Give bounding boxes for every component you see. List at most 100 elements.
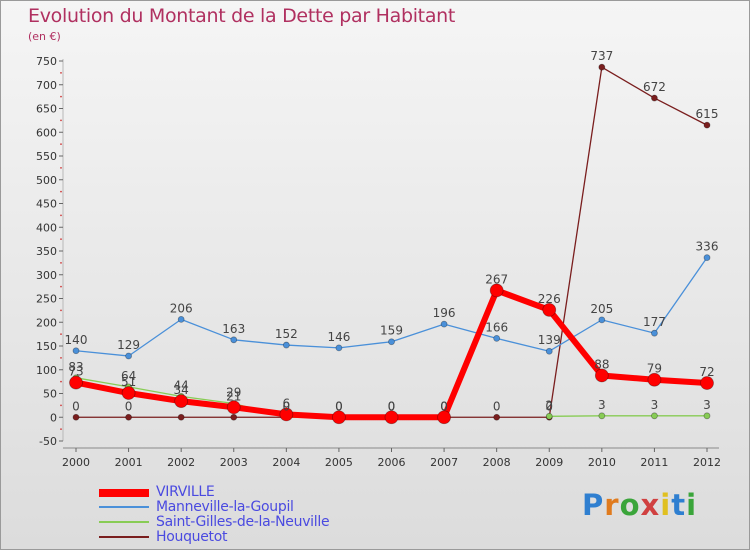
data-label-virville: 88 [594,357,609,371]
data-label-manneville-la-goupil: 177 [643,315,666,329]
x-tick-label: 2002 [167,456,195,469]
legend-label-virville: VIRVILLE [156,484,215,500]
data-label-saint-gilles-de-la-neuville: 44 [174,378,189,392]
data-point-manneville-la-goupil [493,334,501,342]
y-minor-tick [60,190,62,193]
data-point-virville [542,302,557,317]
data-label-saint-gilles-de-la-neuville: 2 [545,398,553,412]
y-minor-tick [60,238,62,241]
y-minor-tick [60,261,62,264]
x-tick-label: 2007 [430,456,458,469]
x-tick-label: 2005 [325,456,353,469]
data-point-saint-gilles-de-la-neuville [651,412,658,420]
data-label-manneville-la-goupil: 205 [590,302,613,316]
data-point-virville [69,375,83,390]
data-label-saint-gilles-de-la-neuville: 3 [598,398,606,412]
logo-letter: o [619,488,641,522]
data-point-manneville-la-goupil [230,336,238,344]
y-tick-label: 50 [43,388,57,401]
data-label-saint-gilles-de-la-neuville: 64 [121,369,136,383]
data-point-manneville-la-goupil [440,320,448,328]
data-label-saint-gilles-de-la-neuville: 3 [651,398,659,412]
data-point-houquetot [651,94,658,102]
y-minor-tick [60,404,62,407]
y-tick-label: 600 [36,126,57,139]
data-point-virville [594,368,609,383]
data-label-virville: 72 [699,365,714,379]
data-label-manneville-la-goupil: 159 [380,324,403,338]
data-point-virville [437,410,451,425]
data-point-houquetot [598,63,606,71]
legend-swatch-manneville [99,506,149,508]
data-label-virville: 21 [226,389,241,403]
data-label-manneville-la-goupil: 146 [327,330,350,344]
data-point-manneville-la-goupil [282,341,290,349]
x-tick-label: 2008 [483,456,511,469]
data-label-manneville-la-goupil: 163 [222,322,245,336]
series-line-houquetot [75,66,708,418]
data-point-virville [647,372,662,387]
y-minor-tick [60,333,62,336]
data-label-virville: 0 [388,399,396,413]
y-minor-tick [60,119,62,122]
data-label-virville: 6 [283,396,291,410]
data-point-manneville-la-goupil [703,254,711,262]
data-point-houquetot [125,413,132,421]
data-point-manneville-la-goupil [177,315,185,323]
data-label-virville: 34 [174,383,189,397]
x-tick-label: 2000 [62,456,90,469]
data-label-saint-gilles-de-la-neuville: 83 [68,360,83,374]
data-label-manneville-la-goupil: 152 [275,327,298,341]
data-point-virville [332,410,346,425]
y-tick-label: 650 [36,103,57,116]
x-tick-label: 2010 [588,456,616,469]
legend-label-houquetot: Houquetot [156,529,228,545]
y-minor-tick [60,71,62,74]
data-point-houquetot [177,413,185,421]
data-label-houquetot: 0 [493,399,501,413]
data-label-manneville-la-goupil: 196 [433,306,456,320]
data-point-houquetot [230,413,238,421]
y-tick-label: 100 [36,364,57,377]
y-minor-tick [60,380,62,383]
logo-letter: i [660,488,672,522]
data-point-manneville-la-goupil [545,347,553,355]
data-point-houquetot [493,413,501,421]
data-point-manneville-la-goupil [335,344,343,352]
data-label-houquetot: 0 [283,399,291,413]
logo-letter: x [640,488,661,522]
data-point-virville [700,376,714,390]
legend-swatch-houquetot [99,536,149,538]
proxiti-logo: Proxiti [582,488,697,522]
x-tick-label: 2006 [378,456,406,469]
data-point-virville [226,400,241,415]
data-label-manneville-la-goupil: 206 [170,301,193,315]
data-label-houquetot: 672 [643,80,666,94]
data-label-saint-gilles-de-la-neuville: 3 [703,398,711,412]
y-minor-tick [60,309,62,312]
series-layer [69,63,714,425]
y-minor-tick [60,143,62,146]
data-point-virville [174,394,189,409]
y-tick-label: 350 [36,245,57,258]
data-point-saint-gilles-de-la-neuville [545,412,553,420]
y-tick-label: 500 [36,174,57,187]
data-point-virville [384,410,399,425]
x-tick-label: 2009 [535,456,563,469]
y-minor-tick [60,285,62,288]
logo-letter: r [604,488,620,522]
x-tick-label: 2012 [693,456,721,469]
axes-layer: -500501001502002503003504004505005506006… [36,55,721,469]
data-label-houquetot: 0 [125,399,133,413]
x-tick-label: 2003 [220,456,248,469]
x-tick-label: 2004 [272,456,300,469]
data-label-manneville-la-goupil: 166 [485,320,508,334]
data-label-manneville-la-goupil: 129 [117,338,140,352]
chart-subtitle: (en €) [28,30,61,43]
y-tick-label: 150 [36,340,57,353]
data-point-saint-gilles-de-la-neuville [598,412,606,420]
data-label-manneville-la-goupil: 336 [696,240,719,254]
legend-swatch-virville [99,489,149,497]
